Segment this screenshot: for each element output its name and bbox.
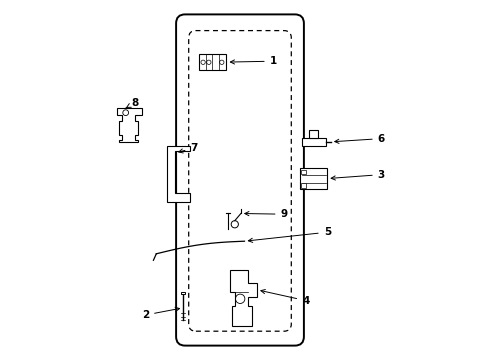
Text: 4: 4 [260,289,309,306]
Text: 6: 6 [334,134,384,144]
Bar [308,130,317,138]
Bar [199,54,226,70]
Text: 8: 8 [125,98,138,108]
Bar [181,292,185,294]
Text: 7: 7 [179,143,197,153]
Bar [301,183,305,188]
Text: 3: 3 [330,170,384,180]
Text: 9: 9 [244,209,287,219]
Text: 2: 2 [142,307,179,320]
Bar [300,168,326,189]
Bar [301,170,305,174]
Text: 5: 5 [248,227,330,242]
Text: 1: 1 [230,56,276,66]
Bar [302,138,325,146]
Polygon shape [167,146,190,202]
Polygon shape [230,270,257,326]
Polygon shape [117,108,142,142]
